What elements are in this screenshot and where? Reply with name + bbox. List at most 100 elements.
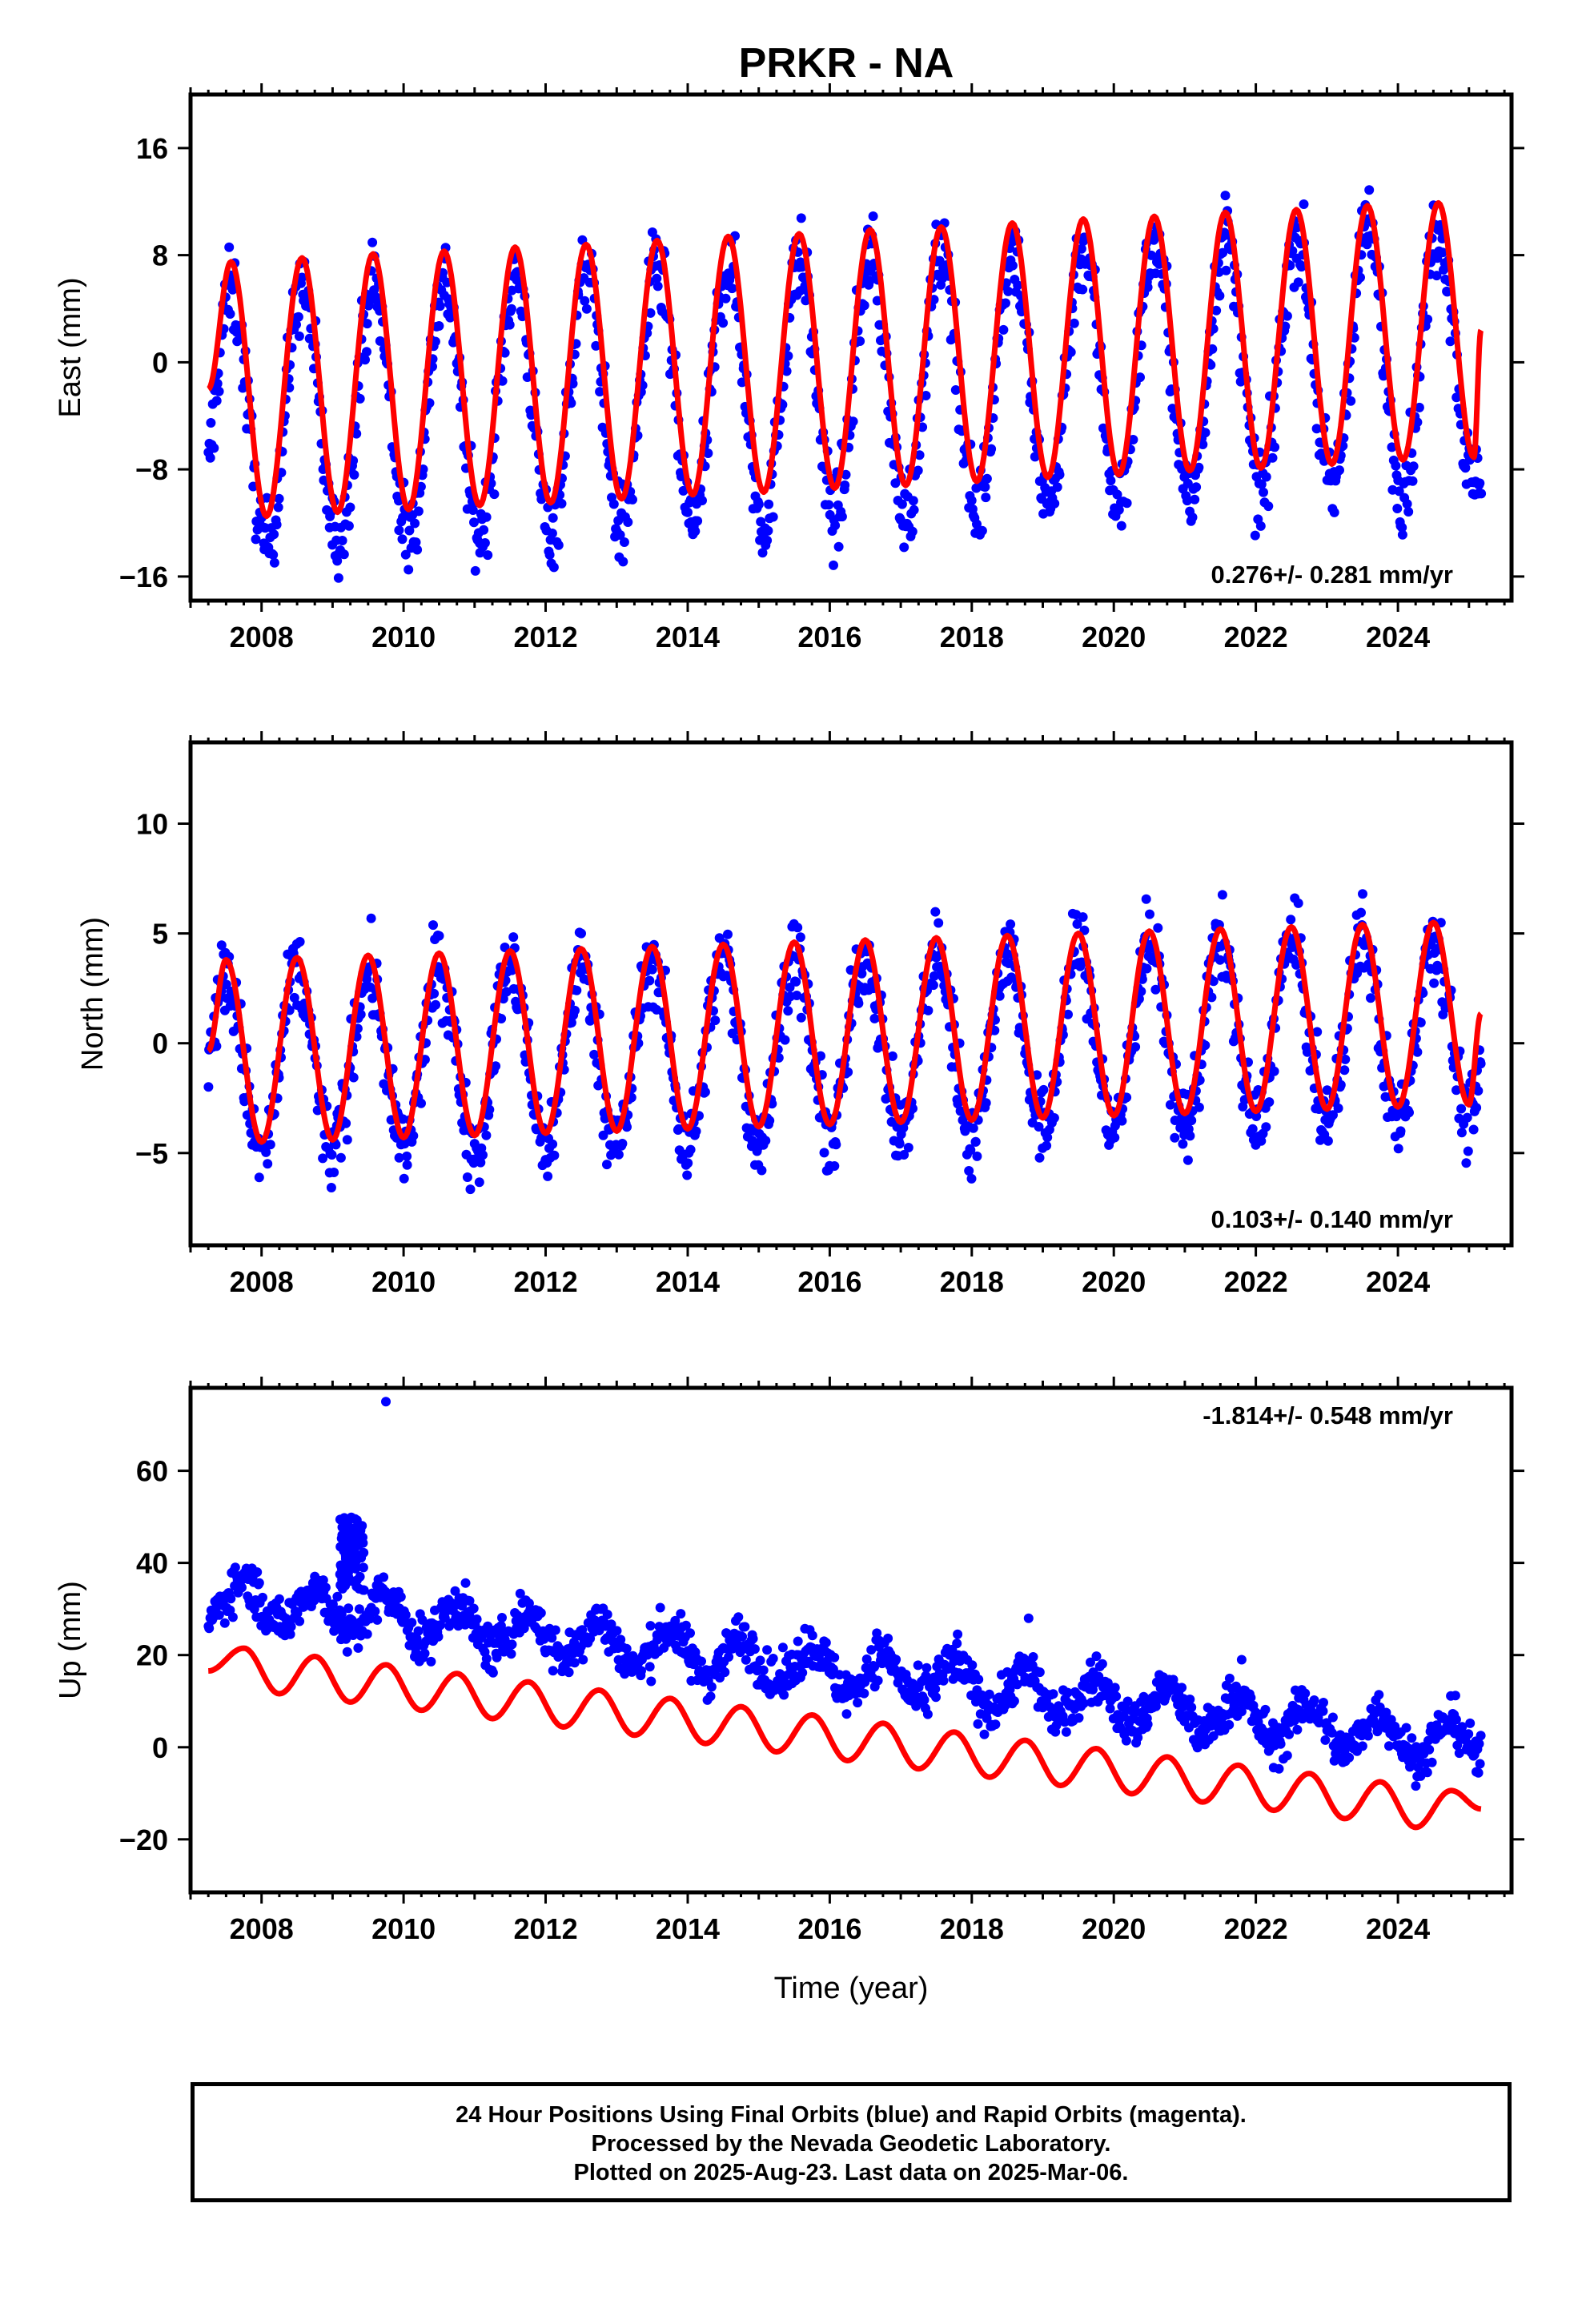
data-point [479,525,489,535]
y-tick-label: −5 [135,1137,168,1170]
data-point [417,1614,428,1625]
data-point [434,931,444,941]
data-point [349,469,359,480]
data-point [1215,291,1225,301]
data-point [1476,489,1487,499]
data-point [720,1667,730,1678]
data-point [636,1666,646,1676]
data-point [952,1638,962,1649]
x-tick-label: 2018 [940,621,1004,653]
data-point [342,1135,352,1145]
data-point [861,1654,872,1664]
data-point [981,1098,991,1108]
data-point [327,1599,338,1610]
data-point [326,1183,336,1192]
data-point [796,213,806,223]
data-point [628,494,637,505]
x-tick-label: 2016 [797,621,861,653]
data-point [206,418,216,428]
data-point [621,1643,632,1654]
data-point [249,1604,259,1614]
data-point [1006,919,1016,930]
data-point [501,987,512,997]
data-point [705,1691,716,1702]
data-point [890,478,901,489]
outlier-point [381,1397,391,1407]
data-point [214,386,224,396]
data-point [436,1620,446,1630]
data-point [544,549,555,560]
data-point [764,499,774,509]
data-point [211,396,222,406]
data-point [1145,909,1154,919]
data-point [620,1669,630,1679]
data-point [1381,1707,1391,1718]
data-point [807,1630,817,1641]
data-point [873,1675,883,1686]
data-point [1357,1741,1367,1751]
data-point [1122,498,1132,509]
data-point [1473,1767,1484,1778]
data-point [1224,1673,1235,1683]
data-point [1286,915,1296,925]
model-fit-line [207,1645,1483,1831]
data-point [833,541,844,552]
plot-area [203,1397,1486,1831]
plot-area [203,889,1486,1195]
x-tick-label: 2014 [656,1265,720,1298]
data-point [291,320,301,330]
data-point [394,1152,404,1163]
data-point [362,347,371,357]
data-point [1167,404,1178,414]
data-point [616,1634,626,1645]
data-point [508,932,519,943]
data-point [1472,1103,1482,1113]
data-point [1112,489,1122,500]
data-point [262,493,272,503]
data-point [480,538,490,548]
data-point [355,1009,366,1019]
y-tick-label: −8 [135,453,168,486]
data-point [899,1150,909,1160]
data-point [840,480,850,490]
data-point [470,565,480,576]
data-point [412,545,423,555]
data-point [1111,1691,1122,1702]
data-point [1186,1703,1197,1712]
data-point [1105,1703,1115,1714]
data-point [1091,1651,1102,1662]
data-point [618,557,628,567]
x-axis-label: Time (year) [774,1972,929,2005]
data-point [548,513,558,523]
data-point [606,1619,616,1630]
data-point [1207,992,1217,1003]
data-point [994,991,1005,1001]
data-point [515,1588,525,1598]
data-point [617,1139,628,1148]
x-tick-label: 2012 [514,621,578,653]
data-point [1456,1128,1467,1138]
data-point [897,499,907,509]
data-point [824,500,834,510]
data-point [397,534,408,545]
data-point [1141,894,1151,904]
x-tick-label: 2016 [797,1265,861,1298]
data-point [426,1656,436,1667]
data-point [821,1638,831,1648]
data-point [830,521,841,531]
data-point [1133,1732,1143,1743]
data-point [497,1613,507,1622]
y-axis-ticks [178,147,1524,578]
data-point [214,1610,224,1620]
data-point [341,1634,351,1644]
data-point [1165,1100,1175,1110]
data-point [548,1666,558,1676]
data-point [697,496,707,505]
data-point [595,387,605,397]
data-point [1121,1735,1131,1746]
data-point [1462,1112,1472,1123]
data-point [1456,1104,1467,1114]
x-tick-label: 2014 [656,1912,720,1945]
data-point [929,971,939,981]
y-tick-label: 10 [136,807,168,840]
